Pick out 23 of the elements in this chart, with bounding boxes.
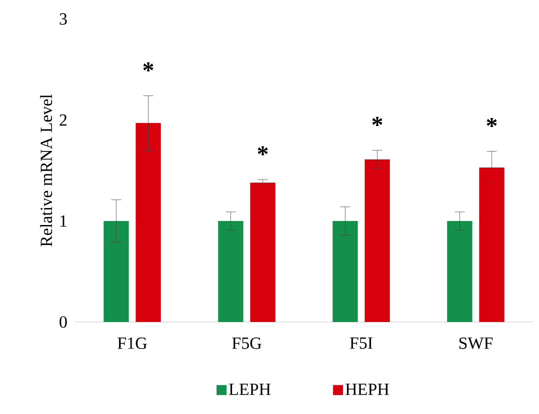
y-tick-label: 0: [60, 316, 67, 328]
bar: [364, 159, 390, 322]
x-tick-label: F1G: [118, 338, 147, 349]
bar: [136, 123, 161, 322]
bar: [447, 220, 472, 322]
annotation: *: [372, 116, 382, 126]
bar: [479, 167, 504, 322]
x-tick-label: F5I: [350, 338, 372, 349]
y-tick-label: 1: [60, 215, 66, 227]
bar: [332, 220, 358, 322]
x-tick-label: SWF: [459, 338, 493, 350]
y-tick-label: 3: [60, 13, 67, 25]
bar: [218, 220, 244, 322]
annotation: *: [143, 62, 154, 72]
bar: [104, 220, 129, 322]
legend-label: LEPH: [229, 384, 271, 395]
annotation: *: [258, 146, 268, 156]
annotation: *: [486, 118, 497, 127]
bar: [250, 182, 276, 322]
legend-label: HEPH: [346, 384, 389, 395]
y-axis-title: Relative mRNA Level: [40, 94, 52, 246]
x-tick-label: F5G: [232, 338, 262, 349]
y-tick-label: 2: [60, 114, 67, 126]
